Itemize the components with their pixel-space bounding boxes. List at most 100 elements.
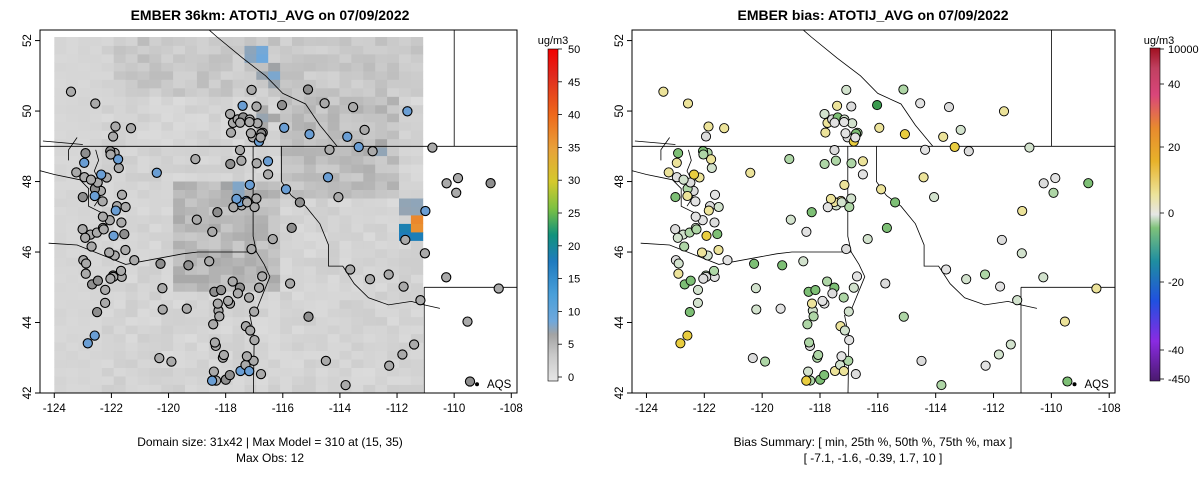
- grid-cell: [339, 45, 352, 55]
- grid-cell: [101, 376, 115, 385]
- station-point: [322, 172, 334, 183]
- grid-cell: [232, 37, 245, 46]
- grid-cell: [351, 113, 364, 123]
- grid-cell: [161, 257, 174, 267]
- grid-cell: [173, 215, 186, 224]
- grid-cell: [101, 104, 115, 114]
- grid-cell: [125, 376, 138, 385]
- grid-cell: [256, 155, 269, 165]
- station-point: [874, 122, 885, 133]
- grid-cell: [125, 274, 138, 284]
- grid-cell: [101, 87, 115, 97]
- grid-cell: [303, 274, 317, 284]
- grid-cell: [280, 155, 293, 165]
- station-point: [154, 352, 165, 364]
- grid-cell: [101, 308, 115, 318]
- grid-cell: [54, 359, 67, 368]
- grid-cell: [78, 350, 91, 360]
- grid-cell: [208, 248, 222, 258]
- grid-cell: [387, 147, 400, 157]
- right-bias-points: [658, 84, 1102, 391]
- station-point: [701, 230, 712, 241]
- grid-cell: [292, 359, 305, 368]
- station-point: [706, 154, 717, 165]
- grid-cell: [375, 316, 388, 326]
- grid-cell: [387, 316, 400, 326]
- right-footer-line-1: Bias Summary: [ min, 25th %, 50th %, 75t…: [734, 435, 1013, 449]
- grid-cell: [113, 96, 126, 106]
- grid-cell: [339, 54, 352, 63]
- grid-cell: [292, 138, 305, 148]
- grid-cell: [387, 79, 400, 89]
- grid-cell: [303, 70, 317, 80]
- grid-cell: [185, 181, 198, 190]
- station-point: [830, 155, 841, 166]
- station-point: [157, 283, 168, 294]
- grid-cell: [280, 87, 293, 97]
- grid-cell: [66, 359, 79, 368]
- grid-cell: [363, 121, 376, 131]
- grid-cell: [149, 198, 162, 207]
- grid-cell: [375, 172, 388, 182]
- left-colorbar-tick-label: 35: [568, 142, 580, 154]
- grid-cell: [363, 215, 376, 224]
- grid-cell: [244, 155, 257, 165]
- station-point: [658, 86, 669, 97]
- station-point: [836, 351, 847, 362]
- station-point: [862, 234, 873, 245]
- grid-cell: [315, 257, 329, 267]
- grid-cell: [303, 45, 317, 55]
- grid-cell: [125, 155, 138, 165]
- station-point: [813, 349, 824, 361]
- grid-cell: [256, 70, 269, 80]
- grid-cell: [363, 384, 376, 394]
- grid-cell: [280, 45, 293, 55]
- grid-cell: [161, 37, 174, 46]
- grid-cell: [375, 155, 388, 165]
- grid-cell: [220, 215, 233, 224]
- grid-cell: [66, 54, 79, 63]
- grid-cell: [280, 232, 293, 241]
- grid-cell: [387, 274, 400, 284]
- grid-cell: [387, 37, 400, 46]
- grid-cell: [66, 181, 79, 190]
- grid-cell: [66, 257, 79, 267]
- grid-cell: [268, 37, 281, 46]
- grid-cell: [173, 367, 186, 377]
- station-point: [345, 264, 356, 275]
- grid-cell: [375, 113, 388, 123]
- grid-cell: [327, 54, 340, 63]
- grid-cell: [244, 37, 257, 46]
- grid-cell: [244, 215, 257, 224]
- grid-cell: [89, 257, 103, 267]
- grid-cell: [387, 240, 400, 250]
- grid-cell: [54, 215, 67, 224]
- grid-cell: [196, 121, 210, 131]
- grid-cell: [244, 376, 257, 385]
- station-point: [890, 197, 901, 208]
- grid-cell: [244, 299, 257, 309]
- station-point: [286, 222, 297, 234]
- grid-cell: [161, 113, 174, 123]
- grid-cell: [292, 155, 305, 165]
- grid-cell: [161, 181, 174, 190]
- grid-cell: [256, 181, 269, 190]
- grid-cell: [387, 257, 400, 267]
- station-point: [79, 157, 90, 168]
- grid-cell: [363, 172, 376, 182]
- grid-cell: [339, 172, 352, 182]
- grid-cell: [78, 248, 91, 258]
- grid-cell: [303, 384, 317, 394]
- grid-cell: [399, 172, 412, 182]
- station-point: [493, 283, 504, 294]
- grid-cell: [208, 359, 222, 368]
- right-colorbar-unit: ug/m3: [1144, 35, 1175, 47]
- grid-cell: [315, 232, 329, 241]
- grid-cell: [78, 54, 91, 63]
- grid-cell: [137, 70, 150, 80]
- grid-cell: [78, 104, 91, 114]
- grid-cell: [292, 189, 305, 199]
- grid-cell: [113, 45, 126, 55]
- station-point: [696, 247, 708, 258]
- grid-cell: [268, 299, 281, 309]
